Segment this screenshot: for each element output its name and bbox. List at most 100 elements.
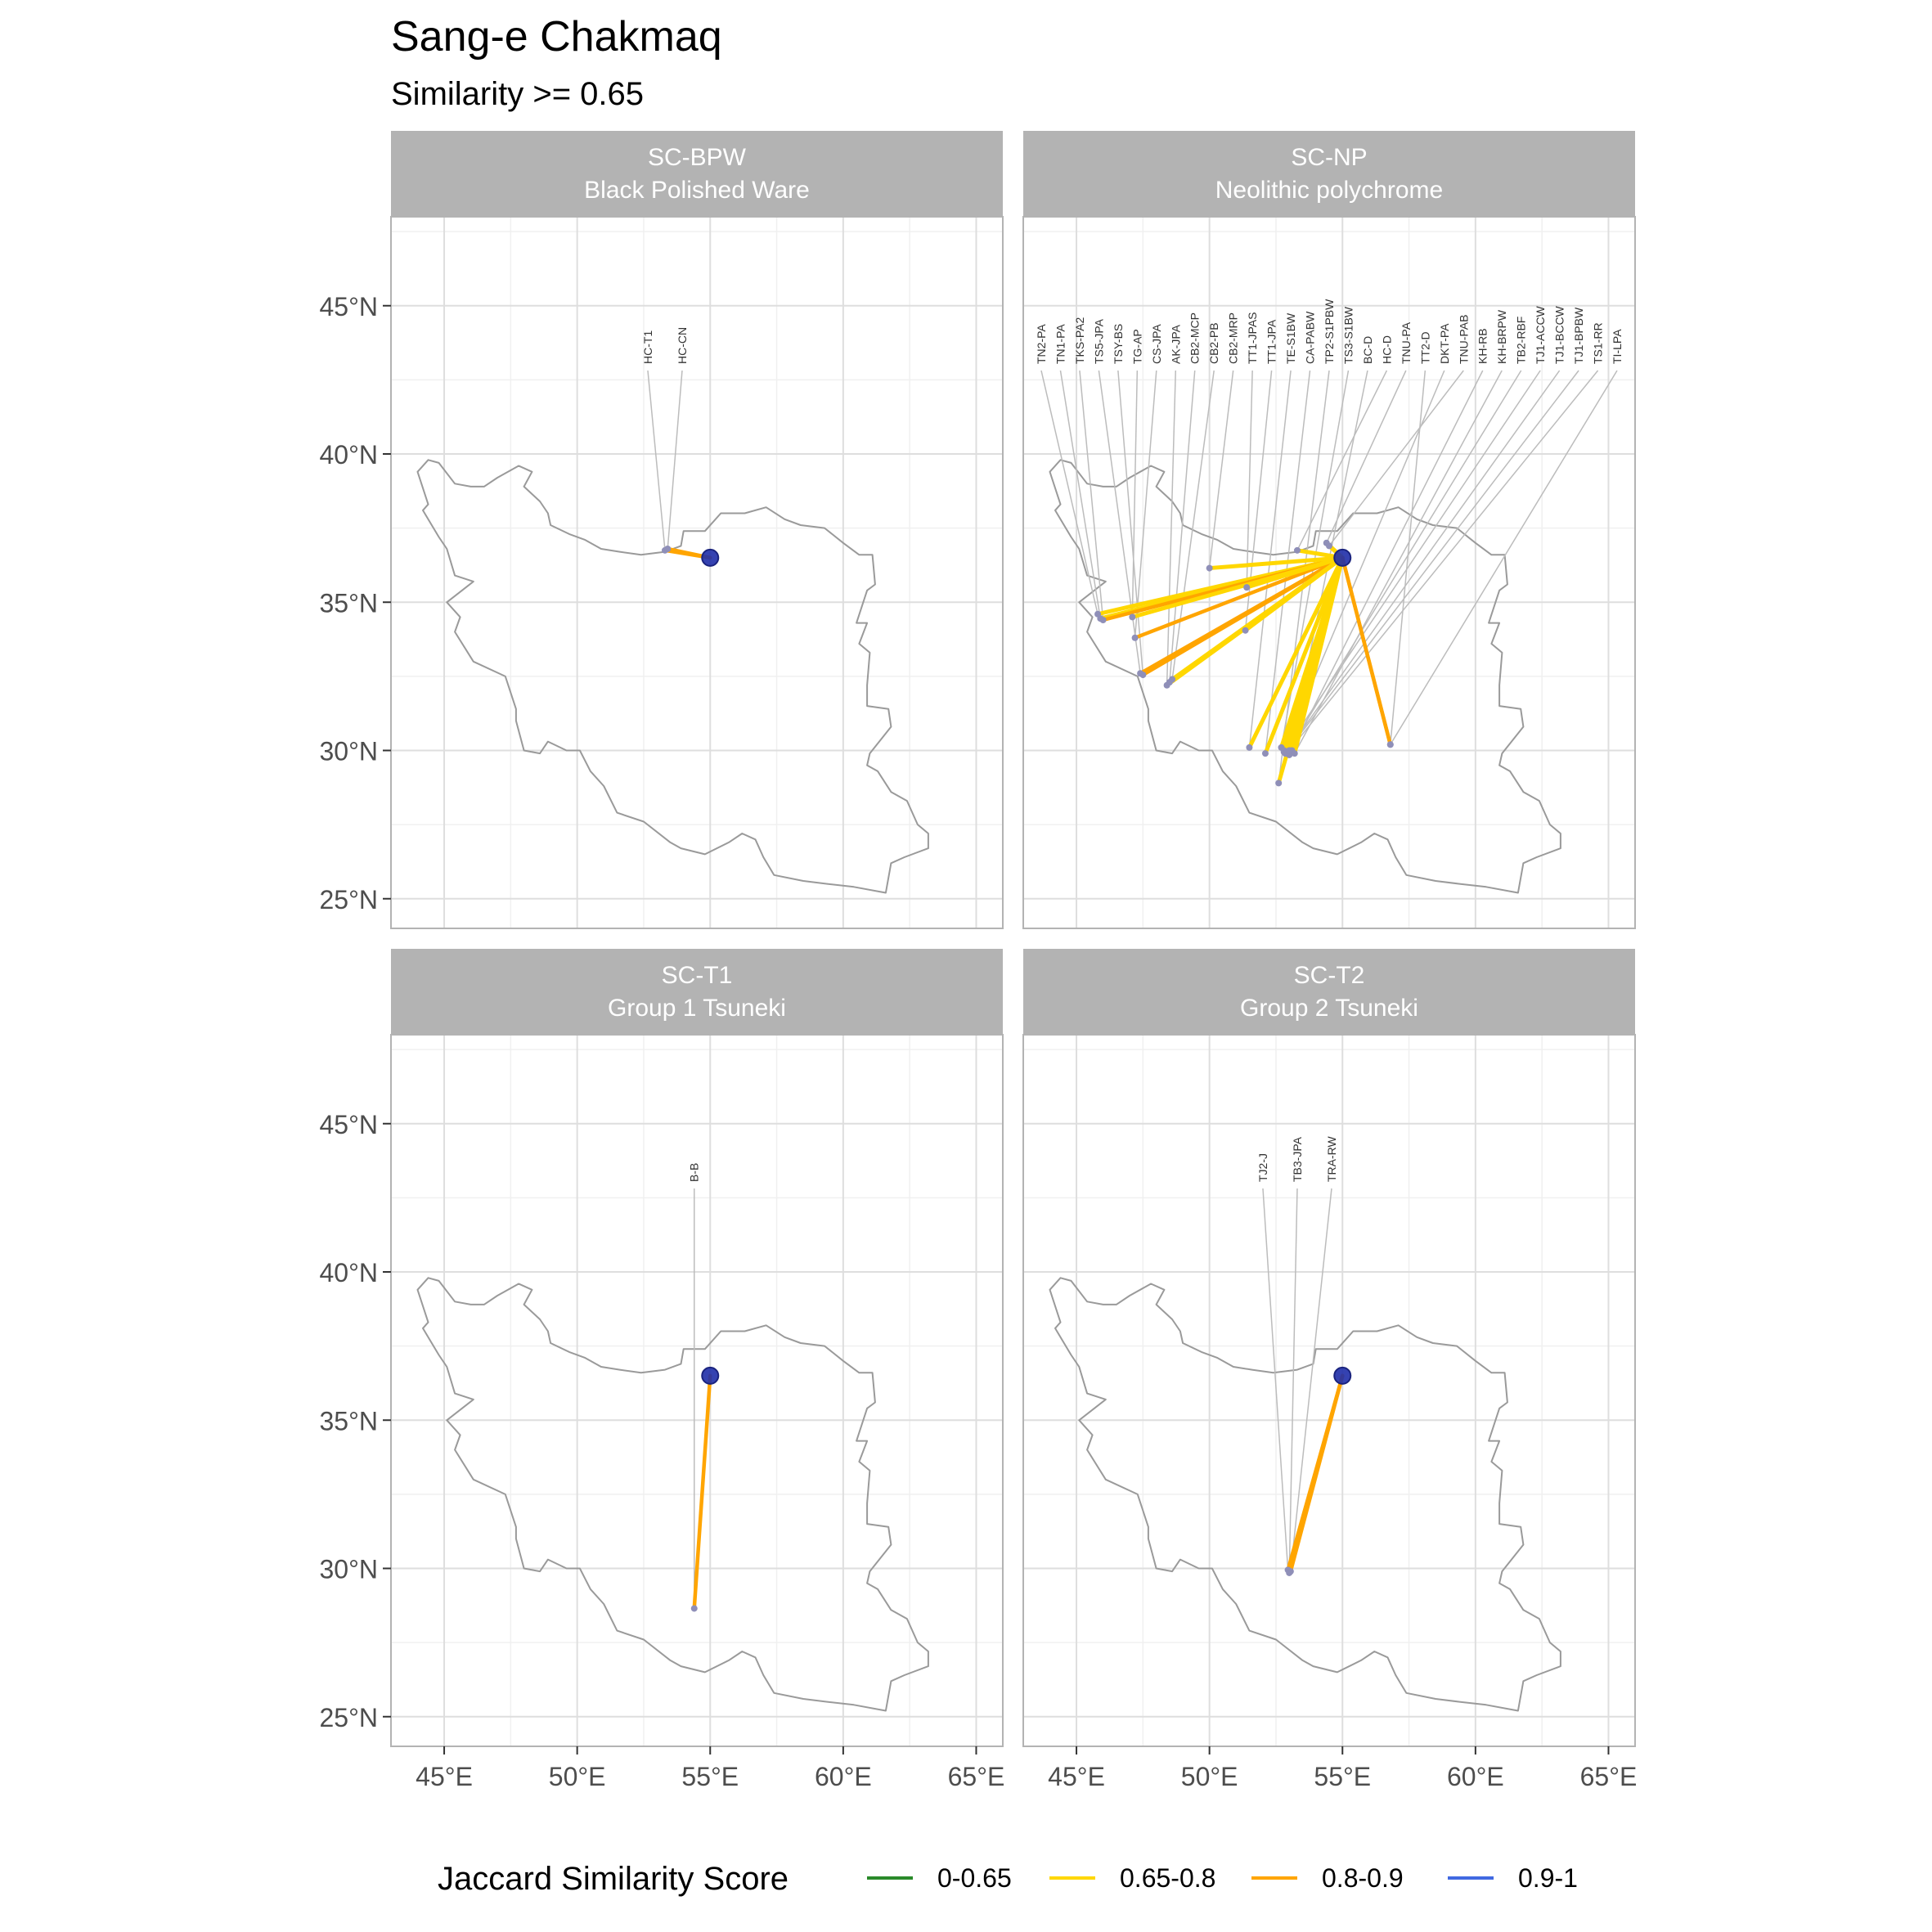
site-label: CB2-PB	[1207, 322, 1220, 364]
legend-label: 0-0.65	[937, 1863, 1012, 1893]
site-label: TNU-PA	[1400, 321, 1413, 364]
facet-name: Black Polished Ware	[584, 177, 810, 204]
facet-strip	[1023, 131, 1635, 217]
site-label: TJ1-ACCW	[1534, 305, 1547, 364]
label-leader	[1059, 370, 1102, 619]
label-leader	[1262, 1188, 1289, 1570]
country-outline	[1049, 1277, 1561, 1712]
y-tick-label: 35°N	[320, 1406, 379, 1436]
country-outline	[416, 459, 929, 894]
site-point	[1275, 780, 1283, 787]
similarity-link	[1244, 555, 1345, 590]
label-leader	[1286, 370, 1579, 753]
label-leader	[1246, 370, 1253, 588]
y-axes: 45°N 40°N 35°N 30°N 25°N 45°N 40°N 35°N 30°N 25°N	[320, 292, 391, 1732]
site-points	[1284, 1366, 1352, 1576]
site-labels: TJ2-J TB3-JPA TRA-RW	[1256, 1135, 1338, 1182]
facet-panel-sc-bpw: SC-BPW Black Polished Ware HC-T1 HC-CN	[390, 131, 1004, 929]
site-label: AK-JPA	[1169, 324, 1182, 364]
similarity-link	[1141, 555, 1345, 677]
plot-background	[1023, 217, 1635, 928]
label-leader	[647, 370, 666, 550]
label-leader	[1208, 370, 1234, 568]
y-tick-label: 25°N	[320, 1703, 379, 1732]
site-point	[1243, 584, 1251, 591]
site-labels: TN2-PA TN1-PA TKS-PA2 TS5-JPA TSY-BS TG-AP CS-…	[1035, 299, 1624, 364]
site-point	[1169, 676, 1176, 683]
y-tick-label: 25°N	[320, 885, 379, 914]
plot-background	[1023, 1035, 1635, 1746]
x-tick-label: 55°E	[681, 1762, 739, 1791]
label-leader	[1283, 370, 1541, 753]
source-site-point	[1333, 548, 1352, 567]
y-tick-label: 30°N	[320, 737, 379, 766]
facet-panel-sc-t2: SC-T2 Group 2 Tsuneki TJ2-J TB3-JPA TRA-RW	[1022, 949, 1636, 1747]
label-leader	[1291, 370, 1484, 751]
label-leader	[1117, 370, 1144, 676]
site-label: TNU-PAB	[1457, 315, 1470, 364]
site-label: TSY-BS	[1112, 324, 1125, 364]
similarity-link	[1247, 555, 1345, 750]
site-label: TE-S1BW	[1284, 312, 1297, 364]
panel-border	[390, 1034, 1004, 1747]
facet-name: Group 2 Tsuneki	[1240, 995, 1418, 1022]
legend-label: 0.9-1	[1518, 1863, 1578, 1893]
label-leader	[1098, 370, 1141, 674]
facet-code: SC-BPW	[648, 144, 747, 171]
similarity-link	[1263, 555, 1345, 756]
site-points	[1094, 539, 1394, 787]
x-tick-label: 50°E	[549, 1762, 606, 1791]
plot-background	[391, 217, 1003, 928]
similarity-links	[692, 1373, 712, 1611]
y-tick-label: 30°N	[320, 1555, 379, 1584]
similarity-link	[1133, 555, 1345, 640]
x-tick-label: 60°E	[815, 1762, 872, 1791]
label-leader	[1169, 370, 1196, 683]
site-point	[1286, 747, 1293, 754]
site-label: TJ2-J	[1256, 1153, 1269, 1182]
facet-code: SC-T1	[662, 962, 733, 989]
site-label: HC-T1	[641, 330, 654, 364]
site-points	[661, 546, 720, 567]
label-leader	[1284, 370, 1561, 754]
label-leader	[1134, 370, 1157, 638]
site-point	[1131, 634, 1139, 641]
site-label: TKS-PA2	[1073, 317, 1086, 364]
facet-panel-sc-t1: SC-T1 Group 1 Tsuneki B-B	[390, 949, 1004, 1747]
site-point	[1099, 617, 1107, 623]
y-tick-label: 45°N	[320, 292, 379, 321]
site-point	[690, 1605, 698, 1612]
similarity-links	[1095, 541, 1393, 785]
similarity-links	[1286, 1373, 1345, 1575]
label-leaders	[647, 370, 683, 550]
y-tick-label: 45°N	[320, 1110, 379, 1139]
x-axes: 45°E 50°E 55°E 60°E 65°E 45°E 50°E 55°E 60°E 65°E	[416, 1746, 1637, 1791]
panel-border	[1022, 216, 1636, 929]
x-tick-label: 65°E	[1580, 1762, 1638, 1791]
similarity-link	[1287, 555, 1345, 753]
site-point	[1206, 564, 1213, 572]
x-tick-label: 60°E	[1447, 1762, 1504, 1791]
site-point	[664, 546, 672, 552]
site-label: TI-LPA	[1611, 329, 1624, 364]
site-label: KH-BRPW	[1495, 309, 1508, 364]
label-leader	[1288, 1188, 1298, 1573]
site-labels: HC-T1 HC-CN	[641, 327, 689, 364]
site-label: TN2-PA	[1035, 324, 1048, 364]
similarity-link	[1341, 555, 1393, 747]
similarity-link	[1288, 1373, 1345, 1574]
facet-code: SC-NP	[1291, 144, 1367, 171]
site-labels: B-B	[688, 1163, 701, 1182]
facet-code: SC-T2	[1294, 962, 1365, 989]
y-tick-label: 40°N	[320, 440, 379, 470]
x-tick-label: 50°E	[1181, 1762, 1238, 1791]
similarity-link	[692, 1373, 712, 1611]
x-tick-label: 45°E	[416, 1762, 473, 1791]
site-label: CA-PABW	[1304, 311, 1317, 364]
label-leader	[1326, 370, 1407, 544]
label-leader	[1040, 370, 1099, 614]
label-leader	[667, 370, 683, 550]
site-label: TJ1-BCCW	[1553, 305, 1566, 364]
label-leader	[1079, 370, 1104, 621]
